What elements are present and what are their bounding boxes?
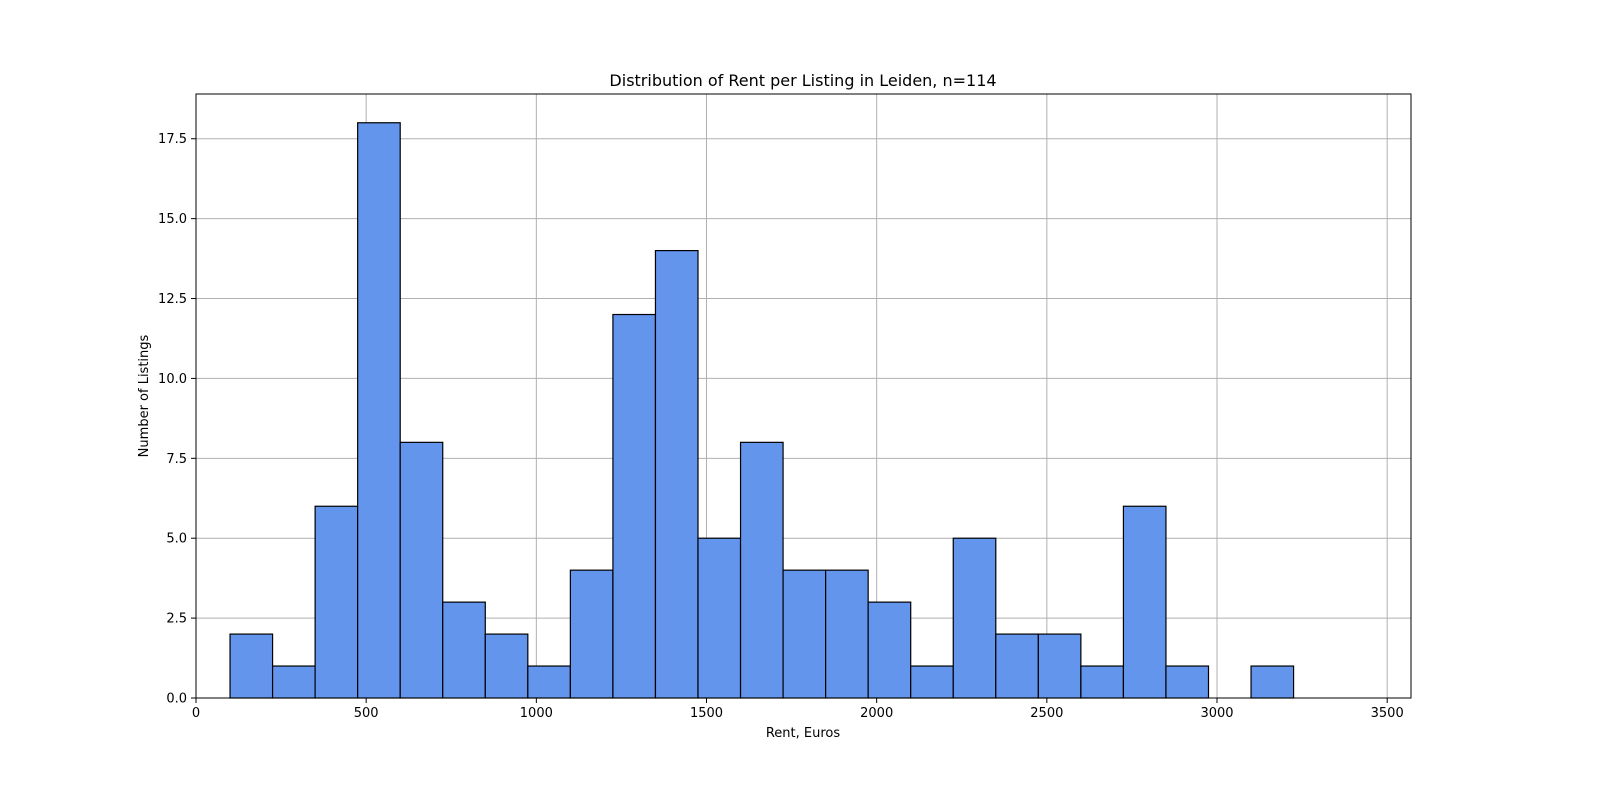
y-tick-label: 17.5 bbox=[158, 132, 187, 147]
y-tick-label: 0.0 bbox=[166, 692, 187, 707]
histogram-bar bbox=[314, 505, 359, 699]
histogram-bars bbox=[229, 122, 1295, 699]
histogram-bar bbox=[1250, 665, 1295, 699]
histogram-bar bbox=[697, 537, 742, 699]
histogram-bar bbox=[612, 313, 657, 699]
histogram-bar bbox=[739, 441, 784, 699]
histogram-bar bbox=[527, 665, 571, 699]
y-tick-label: 15.0 bbox=[158, 212, 187, 227]
x-tick-label: 2000 bbox=[860, 706, 893, 721]
y-axis-ticks: 0.0 2.5 5.0 7.5 10.0 12.5 15.0 17.5 bbox=[158, 132, 196, 707]
y-tick-label: 12.5 bbox=[158, 292, 187, 307]
y-tick-label: 5.0 bbox=[166, 532, 187, 547]
x-axis-label: Rent, Euros bbox=[766, 726, 841, 741]
x-tick-label: 500 bbox=[354, 706, 379, 721]
y-tick-label: 2.5 bbox=[166, 612, 187, 627]
histogram-bar bbox=[782, 569, 827, 699]
x-tick-label: 0 bbox=[192, 706, 200, 721]
histogram-bar bbox=[229, 633, 274, 699]
histogram-bar bbox=[399, 441, 444, 699]
histogram-bar bbox=[1037, 633, 1082, 699]
x-axis-ticks: 0 500 1000 1500 2000 2500 3000 3500 bbox=[192, 698, 1404, 721]
histogram-bar bbox=[654, 249, 699, 699]
x-tick-label: 3000 bbox=[1200, 706, 1233, 721]
histogram-bar bbox=[271, 665, 316, 699]
histogram-bar bbox=[995, 633, 1039, 699]
x-tick-label: 1500 bbox=[690, 706, 723, 721]
histogram-bar bbox=[1080, 665, 1125, 699]
histogram-bar bbox=[1122, 505, 1167, 699]
x-tick-label: 1000 bbox=[520, 706, 553, 721]
histogram-bar bbox=[952, 537, 997, 699]
histogram-bar bbox=[825, 569, 869, 699]
histogram-bar bbox=[442, 601, 486, 699]
chart-title: Distribution of Rent per Listing in Leid… bbox=[609, 71, 996, 90]
x-tick-label: 2500 bbox=[1030, 706, 1063, 721]
y-axis-label: Number of Listings bbox=[137, 334, 152, 457]
histogram-bar bbox=[569, 569, 614, 699]
histogram-bar bbox=[1165, 665, 1210, 699]
y-tick-label: 10.0 bbox=[158, 372, 187, 387]
plot-frame bbox=[195, 93, 1412, 699]
histogram-bar bbox=[867, 601, 912, 699]
x-tick-label: 3500 bbox=[1371, 706, 1404, 721]
y-tick-label: 7.5 bbox=[166, 452, 187, 467]
histogram-bar bbox=[484, 633, 529, 699]
histogram-bar bbox=[910, 665, 954, 699]
histogram-bar bbox=[357, 122, 401, 699]
